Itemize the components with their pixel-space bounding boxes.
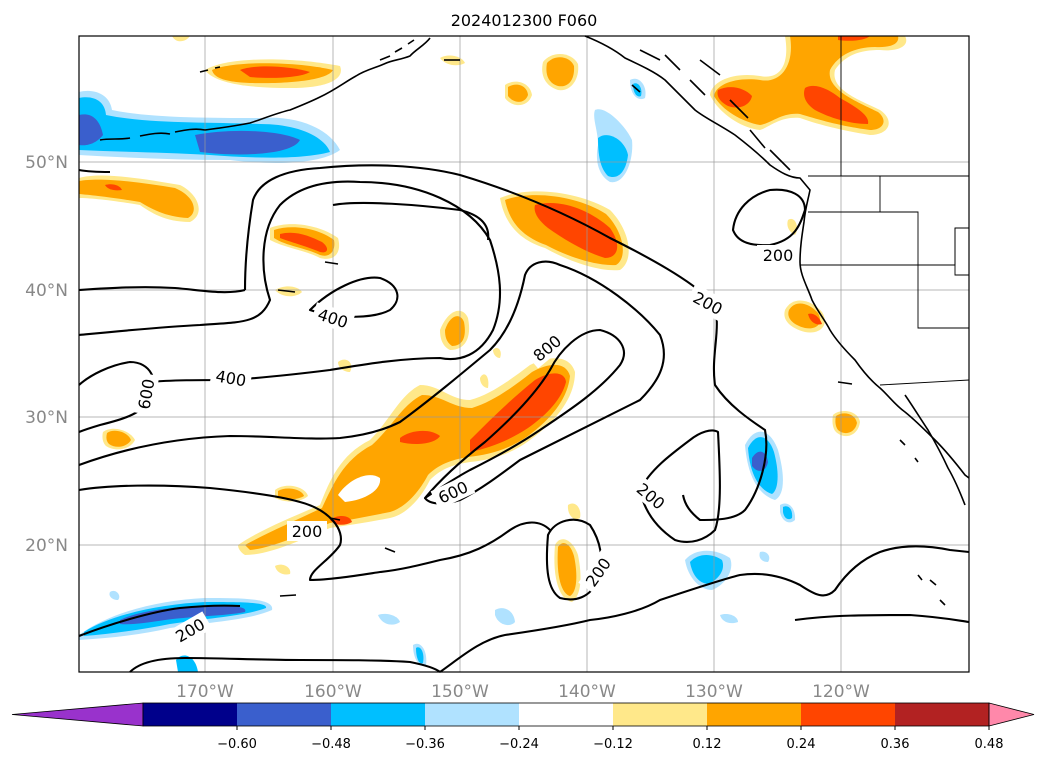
lon-label: 120°W — [812, 682, 870, 702]
colorbar-segment — [237, 703, 332, 726]
colorbar-tick-label: −0.48 — [311, 737, 351, 752]
map-frame — [78, 35, 970, 673]
colorbar-segment — [425, 703, 520, 726]
contours — [78, 164, 970, 673]
lon-label: 150°W — [431, 682, 489, 702]
lon-label: 160°W — [304, 682, 362, 702]
contour-label-200: 200 — [763, 246, 794, 265]
colorbar-tick-label: −0.24 — [499, 737, 539, 752]
lon-label: 170°W — [176, 682, 234, 702]
coastlines — [99, 35, 970, 606]
colorbar-segment — [519, 703, 614, 726]
colorbar-segment — [613, 703, 708, 726]
shaded-field — [79, 36, 907, 672]
graticule — [79, 36, 969, 672]
map-title: 2024012300 F060 — [451, 11, 598, 30]
colorbar-outline — [142, 702, 990, 727]
colorbar-segment — [143, 703, 238, 726]
colorbar-tick-label: 0.24 — [787, 737, 816, 752]
colorbar-segment — [707, 703, 802, 726]
lon-labels: 170°W 160°W 150°W 140°W 130°W 120°W — [176, 682, 870, 702]
colorbar-extend-low — [11, 702, 144, 727]
colorbar-segment — [801, 703, 896, 726]
colorbar-tick-label: −0.12 — [593, 737, 633, 752]
lon-label: 130°W — [685, 682, 743, 702]
colorbar-tick-label: 0.36 — [881, 737, 910, 752]
colorbar-extend-high — [988, 702, 1035, 727]
lat-label: 30°N — [25, 408, 68, 428]
colorbar-tick-label: −0.36 — [405, 737, 445, 752]
lat-label: 50°N — [25, 153, 68, 173]
lon-label: 140°W — [558, 682, 616, 702]
colorbar: −0.60 −0.48 −0.36 −0.24 −0.12 0.12 0.24 0.36 0.4… — [11, 702, 1035, 752]
colorbar-segment — [331, 703, 426, 726]
colorbar-tick-label: 0.48 — [975, 737, 1004, 752]
lat-label: 40°N — [25, 281, 68, 301]
colorbar-tick-label: −0.60 — [217, 737, 257, 752]
contour-label-200: 200 — [292, 522, 323, 541]
lat-label: 20°N — [25, 536, 68, 556]
lat-labels: 50°N 40°N 30°N 20°N — [25, 153, 68, 556]
colorbar-tick-label: 0.12 — [693, 737, 722, 752]
colorbar-segment — [895, 703, 990, 726]
